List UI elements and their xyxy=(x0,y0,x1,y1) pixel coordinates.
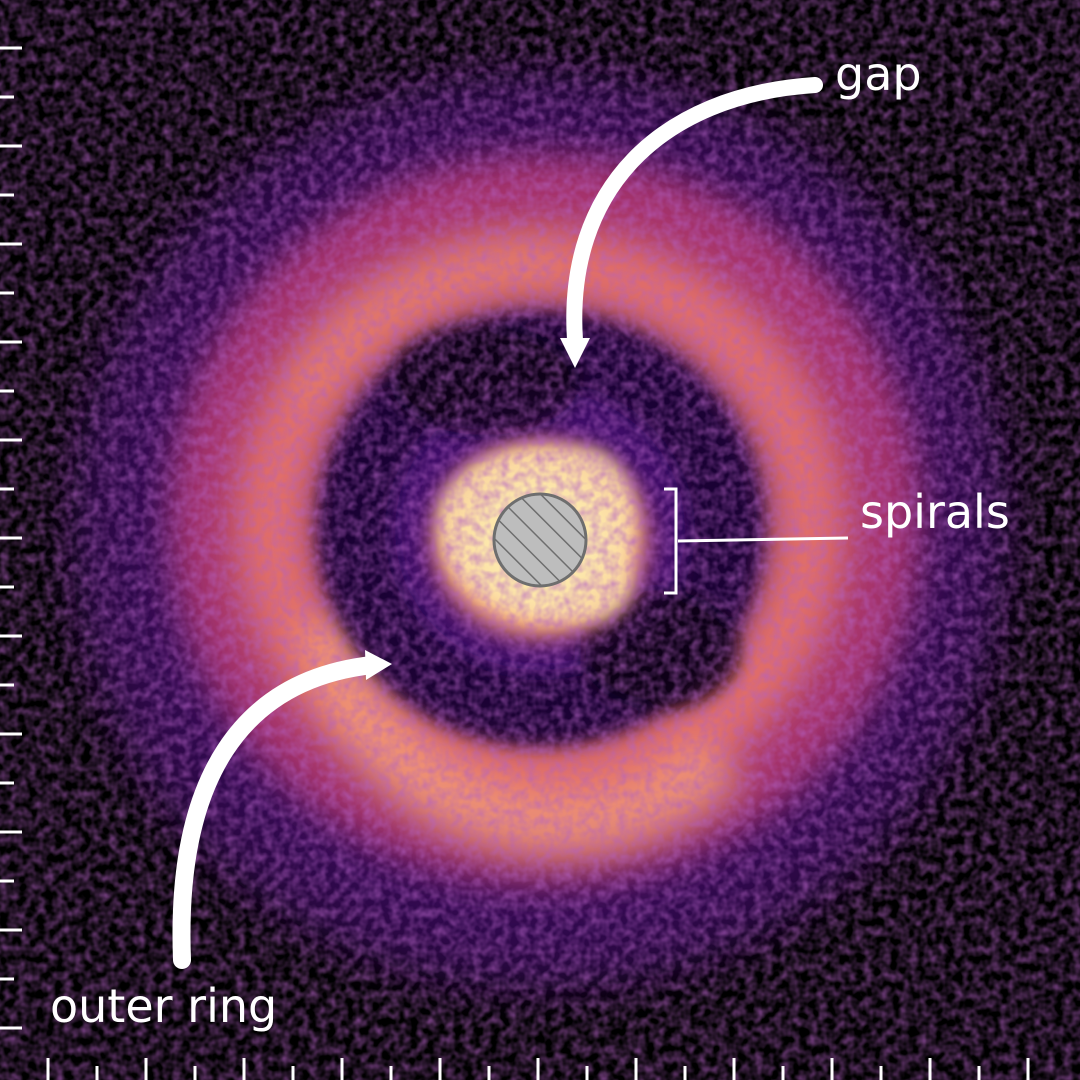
spirals-leader-line xyxy=(677,536,849,543)
outer-ring-arrowhead xyxy=(365,650,392,680)
coronagraph-mask xyxy=(492,492,588,588)
gap-arrowhead xyxy=(560,338,590,368)
outer-ring-arrow xyxy=(172,656,381,969)
spirals-bracket xyxy=(664,487,678,595)
gap-label: gap xyxy=(835,47,922,101)
outer-ring-label: outer ring xyxy=(50,979,277,1033)
left-axis-ticks xyxy=(0,46,22,1030)
gap-arrow xyxy=(566,77,823,348)
spirals-label: spirals xyxy=(860,485,1010,539)
bottom-axis-ticks xyxy=(46,1058,1030,1080)
